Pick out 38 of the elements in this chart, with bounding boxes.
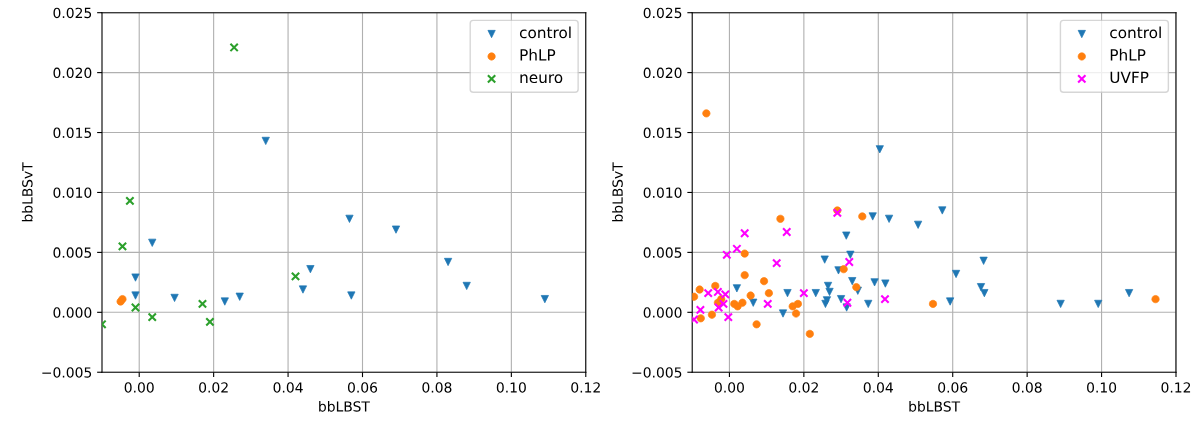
y-tick-label: 0.010 (53, 187, 92, 198)
x-axis-title: bbLBST (909, 400, 961, 412)
x-tick-label: 0.12 (1161, 382, 1191, 393)
legend-label: control (1110, 26, 1161, 39)
x-tick-label: 0.04 (273, 382, 303, 393)
y-tick-label: 0.025 (53, 7, 92, 19)
legend-label: PhLP (520, 48, 556, 61)
y-tick-label: −0.005 (42, 367, 92, 378)
y-tick-label: 0.005 (53, 247, 92, 258)
legend-label: control (519, 26, 571, 39)
y-tick-label: −0.005 (632, 367, 682, 378)
y-tick-label: 0.015 (643, 127, 682, 139)
y-tick-label: 0.005 (643, 247, 682, 258)
y-tick-label: 0.020 (643, 67, 682, 79)
legend-label: PhLP (1110, 48, 1146, 61)
y-tick-label: 0.000 (53, 307, 92, 318)
y-tick-label: 0.015 (53, 127, 92, 139)
y-tick-label: 0.010 (643, 187, 682, 198)
x-tick-label: 0.02 (789, 382, 818, 393)
x-tick-label: 0.00 (124, 382, 154, 393)
x-tick-label: 0.12 (571, 382, 600, 393)
x-tick-label: 0.08 (1012, 382, 1042, 393)
y-tick-label: 0.025 (643, 7, 682, 19)
y-tick-label: 0.000 (643, 307, 682, 318)
legend-label: neuro (520, 74, 563, 84)
legend-label: UVFP (1110, 71, 1149, 84)
x-tick-label: 0.00 (714, 382, 744, 393)
x-tick-label: 0.10 (1087, 382, 1117, 393)
x-tick-label: 0.02 (199, 382, 228, 393)
x-tick-label: 0.08 (422, 382, 452, 393)
y-tick-label: 0.020 (53, 67, 92, 79)
y-axis-title: bbLBSvT (612, 162, 623, 222)
y-axis-title: bbLBSvT (21, 162, 33, 222)
x-tick-label: 0.06 (938, 382, 968, 393)
x-tick-label: 0.04 (863, 382, 893, 393)
x-tick-label: 0.06 (347, 382, 378, 393)
x-tick-label: 0.10 (496, 382, 526, 393)
x-axis-title: bbLBST (319, 400, 370, 412)
